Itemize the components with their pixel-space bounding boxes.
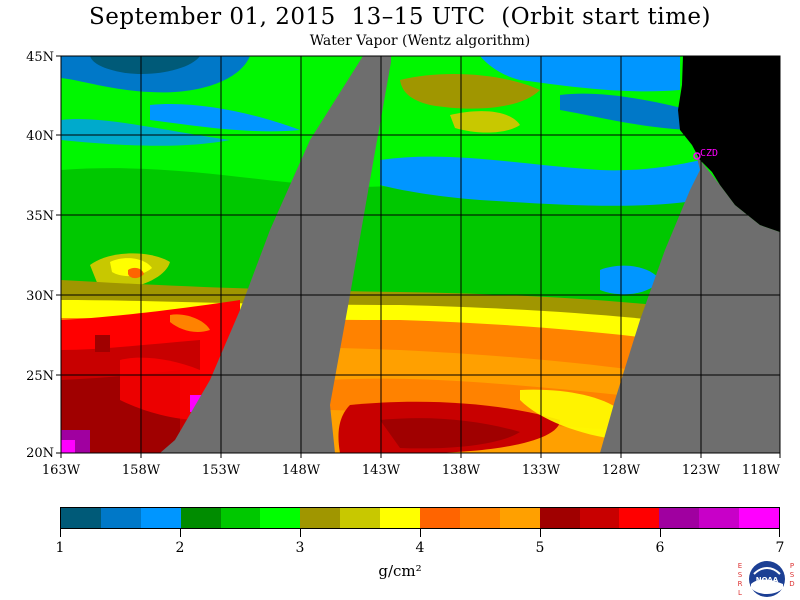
colorbar-segment (100, 508, 141, 528)
lon-label-163w: 163W (42, 463, 81, 478)
colorbar (60, 507, 780, 529)
lon-label-148w: 148W (282, 463, 321, 478)
colorbar-segment (739, 508, 780, 528)
colorbar-tick-label: 4 (415, 540, 425, 556)
station-marker (693, 152, 701, 160)
lon-label-133w: 133W (522, 463, 561, 478)
colorbar-tick (420, 529, 421, 537)
lat-label-30n: 30N (26, 289, 54, 304)
colorbar-tick-label: 2 (175, 540, 185, 556)
colorbar-tick (60, 529, 61, 537)
colorbar-segment (420, 508, 460, 528)
colorbar-segment (300, 508, 341, 528)
map-title: September 01, 2015 13–15 UTC (Orbit star… (89, 4, 711, 30)
colorbar-segment (499, 508, 540, 528)
colorbar-tick-label: 3 (295, 540, 305, 556)
lon-label-153w: 153W (202, 463, 241, 478)
map-field (61, 56, 780, 453)
colorbar-tick-label: 5 (535, 540, 545, 556)
noaa-emblem-text: NOAA (756, 576, 779, 584)
lon-label-158w: 158W (122, 463, 161, 478)
colorbar-segment (380, 508, 421, 528)
colorbar-segment (659, 508, 700, 528)
colorbar-segment (579, 508, 620, 528)
colorbar-tick-label: 6 (655, 540, 665, 556)
lat-label-20n: 20N (26, 446, 54, 461)
colorbar-segment (140, 508, 181, 528)
colorbar-tick (540, 529, 541, 537)
map-subtitle: Water Vapor (Wentz algorithm) (309, 33, 531, 49)
lon-label-128w: 128W (602, 463, 641, 478)
colorbar-tick (300, 529, 301, 537)
lon-label-138w: 138W (442, 463, 481, 478)
colorbar-tick (779, 529, 780, 537)
lon-label-143w: 143W (362, 463, 401, 478)
colorbar-segment (260, 508, 301, 528)
lat-label-45n: 45N (26, 50, 54, 65)
colorbar-tick (180, 529, 181, 537)
colorbar-segment (220, 508, 261, 528)
lat-label-25n: 25N (26, 369, 54, 384)
graticule (60, 55, 781, 454)
colorbar-tick-label: 7 (775, 540, 785, 556)
station-label: CZD (700, 148, 718, 159)
colorbar-segment (340, 508, 381, 528)
lat-label-35n: 35N (26, 209, 54, 224)
colorbar-segment (180, 508, 221, 528)
colorbar-segment (61, 508, 101, 528)
colorbar-segment (699, 508, 740, 528)
colorbar-tick-label: 1 (55, 540, 65, 556)
units-label: g/cm² (378, 562, 422, 580)
colorbar-segment (619, 508, 660, 528)
colorbar-segment (539, 508, 580, 528)
colorbar-segment (459, 508, 500, 528)
lon-label-118w: 118W (742, 463, 781, 478)
colorbar-tick (660, 529, 661, 537)
axis-ticks (56, 55, 781, 458)
lon-label-123w: 123W (682, 463, 721, 478)
lat-label-40n: 40N (26, 129, 54, 144)
noaa-emblem-icon: NOAA (749, 561, 785, 597)
